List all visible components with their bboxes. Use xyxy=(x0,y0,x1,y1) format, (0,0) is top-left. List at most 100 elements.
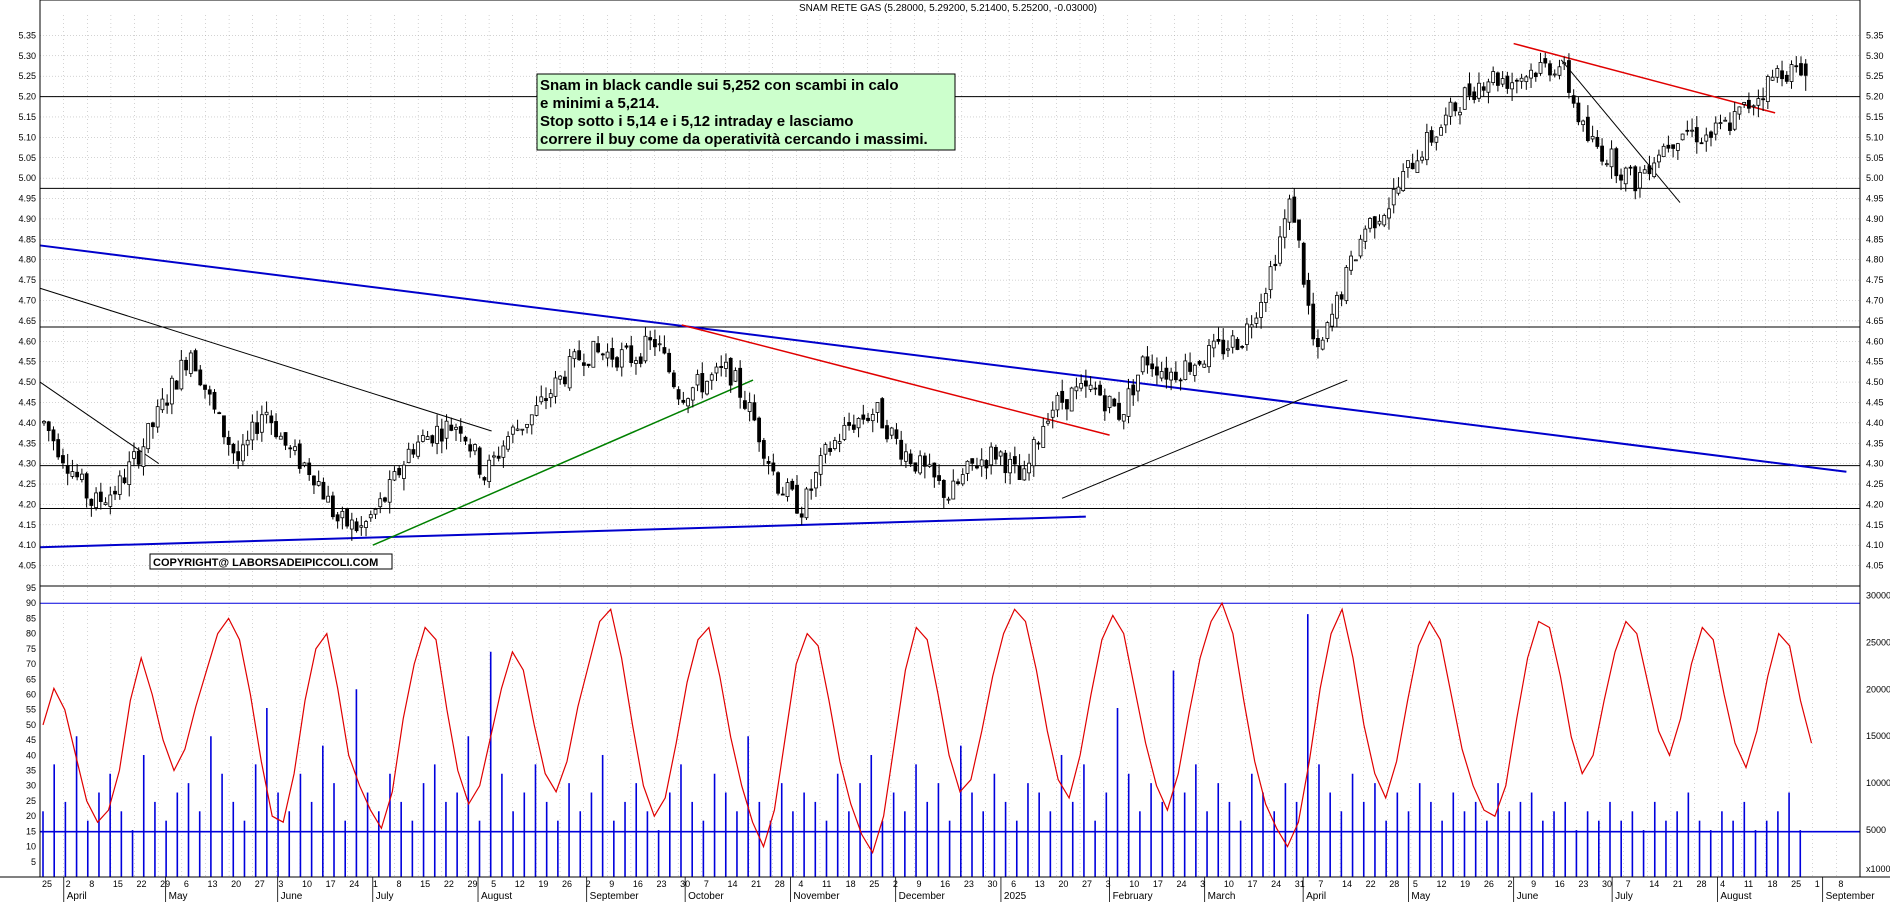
candle-body xyxy=(184,359,188,371)
candle-body xyxy=(1301,242,1306,285)
price-tick-left: 4.30 xyxy=(18,459,36,469)
candle-body xyxy=(1481,86,1486,91)
candle-body xyxy=(113,490,117,495)
day-label: 22 xyxy=(444,879,454,889)
candle-body xyxy=(1429,130,1434,143)
candle-body xyxy=(321,481,326,500)
candle-body xyxy=(335,514,340,522)
price-tick-left: 5.15 xyxy=(18,112,36,122)
oscillator-tick: 85 xyxy=(26,613,36,623)
volume-tick: 15000 xyxy=(1866,731,1890,741)
price-tick-left: 4.95 xyxy=(18,194,36,204)
candle-body xyxy=(1424,132,1429,161)
candle-body xyxy=(979,459,984,467)
candle-body xyxy=(596,343,600,353)
day-label: 22 xyxy=(1366,879,1376,889)
day-label: 7 xyxy=(1626,879,1631,889)
candle-body xyxy=(832,440,837,449)
price-tick-right: 5.15 xyxy=(1866,112,1884,122)
candle-body xyxy=(856,418,861,429)
volume-tick: 30000 xyxy=(1866,590,1890,600)
candle-body xyxy=(989,446,994,466)
copyright-box: COPYRIGHT@ LABORSADEIPICCOLI.COM xyxy=(149,553,393,570)
price-tick-left: 4.35 xyxy=(18,438,36,448)
candle-body xyxy=(1169,371,1174,381)
candles xyxy=(42,52,1808,541)
candle-body xyxy=(316,481,321,486)
day-label: 16 xyxy=(1555,879,1565,889)
candle-body xyxy=(591,340,596,368)
candle-body xyxy=(326,495,331,503)
candle-body xyxy=(894,429,899,439)
candle-body xyxy=(885,425,889,440)
candle-body xyxy=(1136,374,1140,392)
oscillator-tick: 90 xyxy=(26,598,36,608)
day-label: 24 xyxy=(1177,879,1187,889)
candle-body xyxy=(1050,409,1055,418)
candle-body xyxy=(1273,263,1278,267)
month-label: July xyxy=(376,891,394,902)
candle-body xyxy=(487,459,492,483)
candle-body xyxy=(61,455,65,464)
candle-body xyxy=(141,446,146,467)
candle-body xyxy=(946,498,951,501)
candle-body xyxy=(1230,335,1235,348)
candle-body xyxy=(747,402,752,412)
candle-body xyxy=(1477,82,1481,99)
day-label: 25 xyxy=(1791,879,1801,889)
candle-body xyxy=(1292,196,1297,223)
candle-body xyxy=(1756,98,1761,106)
day-label: 3 xyxy=(1106,879,1111,889)
price-tick-right: 5.20 xyxy=(1866,92,1884,102)
candle-body xyxy=(1164,367,1169,380)
candle-body xyxy=(1387,208,1391,219)
candle-body xyxy=(492,455,496,458)
price-tick-right: 5.10 xyxy=(1866,132,1884,142)
candle-body xyxy=(226,436,231,445)
candle-body xyxy=(198,369,203,386)
candle-body xyxy=(648,337,653,341)
candle-body xyxy=(861,414,866,420)
candle-body xyxy=(188,352,193,374)
oscillator-tick: 40 xyxy=(26,750,36,760)
day-label: 23 xyxy=(657,879,667,889)
candle-body xyxy=(766,461,771,464)
candle-body xyxy=(65,465,70,474)
candle-body xyxy=(1803,63,1808,76)
candle-body xyxy=(904,451,908,462)
day-label: 16 xyxy=(940,879,950,889)
x-axis-labels: 25 2 8 15 22 29 6 13 20 27 3 10 17 24 1 8 15 22 29 5 12 19 26 2… xyxy=(42,877,1875,902)
candle-body xyxy=(1746,99,1751,109)
candle-body xyxy=(454,426,458,430)
candle-body xyxy=(1192,364,1197,376)
candle-body xyxy=(458,426,463,434)
price-tick-right: 5.00 xyxy=(1866,173,1884,183)
candle-body xyxy=(132,451,136,459)
oscillator-tick: 50 xyxy=(26,720,36,730)
price-tick-right: 4.65 xyxy=(1866,316,1884,326)
candle-body xyxy=(1751,105,1756,108)
candle-body xyxy=(274,421,278,438)
candle-body xyxy=(1178,379,1183,382)
candle-body xyxy=(1207,345,1211,368)
candle-body xyxy=(1079,383,1084,389)
candle-body xyxy=(705,380,709,395)
candle-body xyxy=(761,440,766,459)
candle-body xyxy=(127,461,132,485)
candle-body xyxy=(600,353,605,356)
price-tick-right: 4.55 xyxy=(1866,357,1884,367)
candle-body xyxy=(136,450,141,465)
candle-body xyxy=(231,443,236,454)
candle-body xyxy=(690,387,695,401)
candle-body xyxy=(1065,399,1069,410)
candle-body xyxy=(1221,339,1226,355)
candle-body xyxy=(297,443,302,469)
day-label: 15 xyxy=(420,879,430,889)
candle-body xyxy=(241,444,245,462)
candle-body xyxy=(155,406,160,428)
candle-body xyxy=(1567,60,1571,93)
candle-body xyxy=(828,448,833,452)
candle-body xyxy=(1202,363,1207,368)
candle-body xyxy=(1671,144,1676,149)
horizontal-levels xyxy=(40,96,1860,833)
